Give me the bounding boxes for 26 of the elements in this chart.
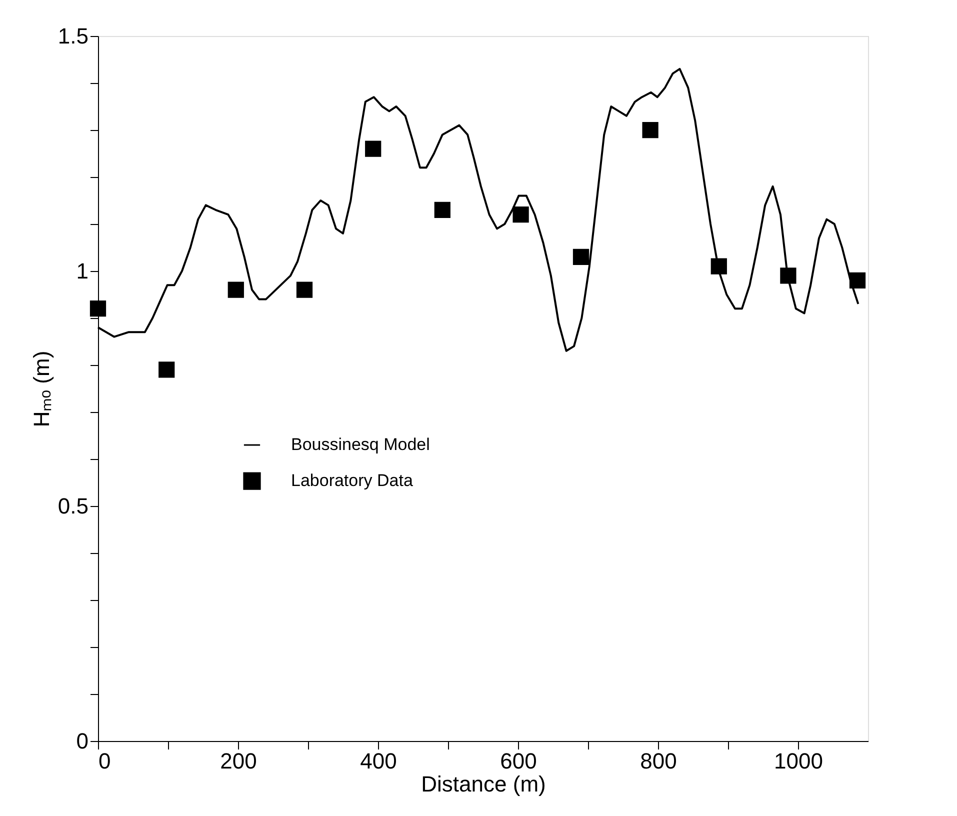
y-tick-label: 0 bbox=[76, 728, 88, 754]
y-tick-label: 1 bbox=[76, 258, 88, 284]
point bbox=[710, 258, 727, 274]
x-tick-label: 1000 bbox=[774, 748, 823, 774]
y-axis-title: Hₘₒ (m) bbox=[28, 350, 54, 428]
point bbox=[849, 272, 866, 288]
point bbox=[642, 122, 658, 138]
x-tick-label: 800 bbox=[640, 748, 677, 774]
x-tick-label: 0 bbox=[98, 748, 111, 774]
point bbox=[90, 300, 106, 317]
point bbox=[228, 282, 244, 298]
y-tick-label: 1.5 bbox=[58, 24, 88, 48]
point bbox=[365, 140, 382, 157]
legend-label: Laboratory Data bbox=[291, 471, 414, 490]
x-tick-label: 200 bbox=[220, 748, 257, 774]
point bbox=[296, 282, 313, 298]
point bbox=[780, 268, 796, 284]
y-tick-label: 0.5 bbox=[58, 494, 88, 518]
point bbox=[572, 248, 590, 265]
legend-label: Boussinesq Model bbox=[291, 435, 430, 454]
x-axis-title: Distance (m) bbox=[421, 772, 546, 796]
x-tick-label: 400 bbox=[360, 748, 397, 774]
point bbox=[434, 202, 450, 218]
x-tick-label: 600 bbox=[500, 748, 537, 774]
point bbox=[512, 206, 529, 223]
point bbox=[158, 362, 175, 378]
